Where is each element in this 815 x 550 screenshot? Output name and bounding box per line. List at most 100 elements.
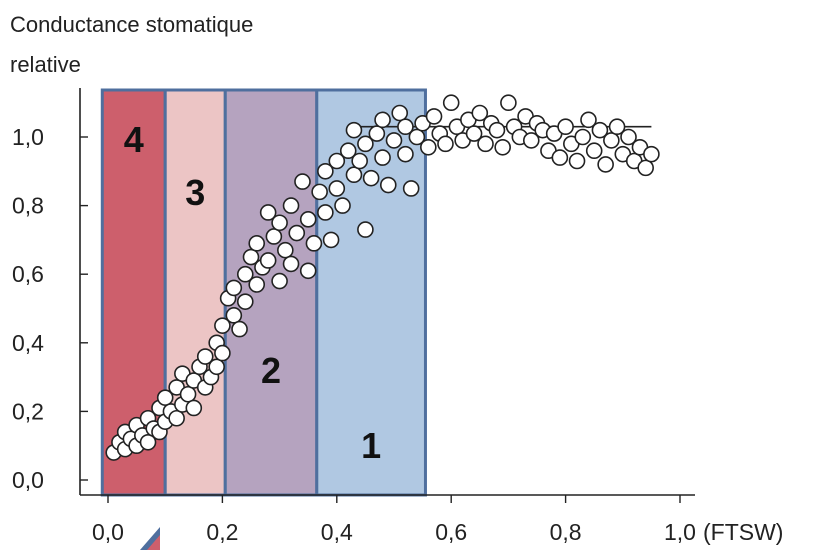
y-tick-label: 0,4 [12, 330, 44, 356]
data-points [105, 94, 660, 461]
y-tick-label: 1,0 [12, 124, 44, 150]
data-point [591, 121, 609, 139]
data-point [437, 135, 454, 153]
x-tick-label: 0,0 [92, 519, 124, 545]
data-point [299, 262, 317, 280]
data-point [379, 176, 397, 194]
zone-layer [100, 88, 427, 497]
data-point [522, 132, 540, 149]
chart-title-line-1: Conductance stomatique [10, 12, 253, 37]
data-point [282, 255, 300, 273]
data-point [196, 348, 214, 365]
data-point [294, 173, 311, 190]
data-point [288, 224, 306, 242]
data-point [317, 163, 334, 180]
data-point [580, 111, 597, 129]
data-point [271, 272, 288, 290]
data-point [494, 138, 511, 156]
data-point [345, 166, 363, 184]
data-point [277, 241, 294, 259]
data-point [185, 399, 203, 417]
data-point [225, 279, 243, 297]
x-tick-label: 0,8 [550, 519, 582, 545]
data-point [585, 142, 603, 160]
data-point [225, 307, 243, 324]
data-point [214, 344, 231, 362]
data-point [179, 385, 197, 403]
data-point [391, 104, 409, 122]
data-point [208, 358, 225, 376]
data-point [603, 132, 620, 149]
data-point [402, 180, 420, 197]
data-point [271, 214, 288, 232]
data-point [442, 94, 460, 111]
zone-labels: 43 2 1 [124, 119, 381, 466]
zone-3-label: 3 [185, 172, 205, 213]
data-point [643, 145, 660, 163]
data-point [248, 235, 266, 252]
zone-3-band [163, 88, 227, 497]
data-point [397, 145, 414, 163]
data-point [311, 183, 328, 201]
data-point [477, 135, 494, 153]
data-point [322, 231, 340, 249]
data-point [374, 149, 391, 166]
y-tick-labels: 0,0 0,2 0,4 0,6 0,8 1,0 [12, 124, 44, 493]
data-point [168, 409, 185, 427]
data-point [248, 276, 266, 293]
data-point [317, 204, 334, 221]
data-point [408, 128, 426, 146]
axes [79, 88, 695, 503]
corner-marker-inner-icon [147, 535, 160, 550]
data-point [156, 389, 174, 406]
zone-2-label: 2 [261, 350, 281, 391]
data-point [231, 320, 248, 338]
data-point [471, 104, 489, 122]
data-point [551, 149, 569, 166]
data-point [334, 197, 351, 214]
data-point [236, 265, 254, 283]
x-tick-labels: 0,0 0,2 0,4 0,6 0,8 1,0 [92, 519, 696, 545]
x-tick-label: 0,4 [321, 519, 353, 545]
data-point [328, 152, 346, 170]
data-point [568, 152, 586, 170]
data-point [362, 169, 380, 187]
data-point [305, 235, 323, 252]
data-point [328, 180, 346, 197]
data-point [620, 128, 637, 146]
data-point [397, 118, 414, 136]
data-point [242, 248, 260, 266]
data-point [465, 125, 483, 142]
data-point [214, 317, 231, 334]
y-tick-label: 0,8 [12, 193, 44, 219]
x-tick-label: 0,6 [435, 519, 467, 545]
y-tick-label: 0,6 [12, 261, 44, 287]
data-point [265, 228, 283, 245]
chart-title-line-2: relative [10, 52, 81, 77]
x-tick-label: 0,2 [206, 519, 238, 545]
x-axis-label: (FTSW) [703, 519, 783, 545]
data-point [385, 132, 403, 149]
data-point [574, 128, 592, 146]
y-tick-label: 0,0 [12, 467, 44, 493]
data-point [368, 125, 386, 142]
data-point [500, 94, 517, 111]
data-point [236, 293, 254, 310]
data-point [425, 108, 443, 125]
data-point [608, 118, 626, 136]
data-point [259, 204, 277, 221]
data-point [357, 221, 374, 238]
data-point [637, 159, 654, 177]
x-tick-label: 1,0 [664, 519, 696, 545]
data-point [488, 121, 506, 139]
data-point [345, 121, 363, 139]
data-point [351, 152, 368, 170]
data-point [374, 111, 391, 129]
data-point [420, 138, 437, 156]
y-tick-label: 0,2 [12, 398, 44, 424]
zone-1-label: 1 [361, 425, 381, 466]
zone-4-label: 4 [124, 119, 144, 160]
data-point [259, 252, 277, 269]
data-point [299, 211, 317, 228]
